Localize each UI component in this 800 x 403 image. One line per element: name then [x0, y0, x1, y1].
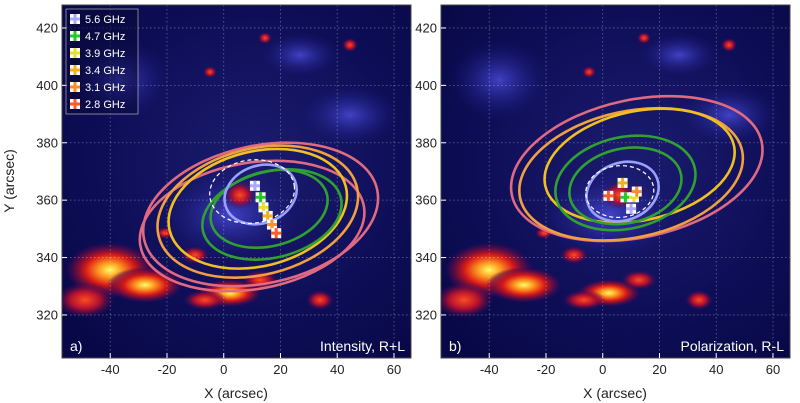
data-point-3-1-ghz [631, 186, 642, 197]
contour [167, 147, 349, 270]
legend-label: 5.6 GHz [85, 14, 125, 26]
x-axis-label-a: X (arcsec) [204, 385, 268, 401]
data-point-2-8-ghz [271, 228, 282, 239]
legend-label: 3.1 GHz [85, 82, 125, 94]
contour [554, 134, 697, 232]
x-tick-label: -20 [537, 362, 556, 377]
y-tick-label: 340 [415, 250, 437, 265]
contour [209, 168, 329, 250]
panel-b-frame [440, 4, 791, 359]
data-point-2-8-ghz [603, 190, 614, 201]
data-point-3-9-ghz [258, 202, 269, 213]
panel-a-text: Intensity, R+L [320, 338, 405, 354]
legend-item: 3.9 GHz [70, 48, 125, 60]
contour [138, 159, 366, 293]
contour [568, 146, 683, 226]
panel-b: -40 -20 0 20 40 60 320 340 360 380 400 420 b) Polar… [415, 4, 791, 377]
panel-a-ticks: -40 -20 0 20 40 60 320 340 360 380 400 420 [36, 20, 401, 377]
panel-a-contours [138, 141, 380, 293]
panel-b-tag: b) [449, 338, 461, 354]
data-point-3-9-ghz [628, 192, 639, 203]
contour [156, 144, 360, 279]
panel-b-ticks: -40 -20 0 20 40 60 320 340 360 380 400 420 [415, 20, 780, 377]
panel-b-grid [441, 5, 790, 358]
y-tick-label: 420 [36, 20, 58, 35]
x-tick-label: 20 [652, 362, 666, 377]
y-tick-label: 360 [415, 193, 437, 208]
x-tick-label: 0 [599, 362, 606, 377]
panel-a-tag: a) [70, 338, 82, 354]
panel-b-points [603, 177, 642, 214]
y-tick-label: 400 [415, 78, 437, 93]
data-point-3-4-ghz [617, 177, 628, 188]
contour [518, 106, 745, 242]
legend-label: 3.9 GHz [85, 48, 125, 60]
contour-dashed [209, 159, 296, 224]
legend-item: 5.6 GHz [70, 14, 125, 26]
x-axis-label-b: X (arcsec) [583, 385, 647, 401]
panel-b-text: Polarization, R-L [681, 338, 785, 354]
y-tick-label: 320 [36, 307, 58, 322]
y-tick-label: 380 [36, 135, 58, 150]
x-tick-label: -40 [101, 362, 120, 377]
y-tick-label: 340 [36, 250, 58, 265]
x-tick-label: 40 [709, 362, 723, 377]
data-point-3-1-ghz [266, 219, 277, 230]
legend-item: 3.1 GHz [70, 82, 125, 94]
legend-box [65, 8, 139, 115]
data-point-5-6-ghz [249, 180, 260, 191]
panel-b-contours [509, 94, 764, 243]
legend-label: 3.4 GHz [85, 65, 125, 77]
y-tick-label: 400 [36, 78, 58, 93]
panel-a-points [249, 180, 282, 239]
legend-item: 3.4 GHz [70, 65, 125, 77]
contour [543, 107, 736, 224]
x-tick-label: 40 [330, 362, 344, 377]
legend: 5.6 GHz 4.7 GHz 3.9 GHz 3.4 GHz 3.1 GHz 2.8 G… [65, 8, 139, 115]
x-tick-label: 60 [766, 362, 780, 377]
x-tick-label: 20 [273, 362, 287, 377]
legend-item: 2.8 GHz [70, 99, 125, 111]
data-point-4-7-ghz [620, 192, 631, 203]
x-tick-label: -40 [480, 362, 499, 377]
y-tick-label: 380 [415, 135, 437, 150]
y-tick-label: 420 [415, 20, 437, 35]
x-tick-label: -20 [158, 362, 177, 377]
legend-label: 2.8 GHz [85, 99, 125, 111]
panel-a: -40 -20 0 20 40 60 320 340 360 380 400 420 5.6 GHz 4… [36, 4, 412, 377]
y-tick-label: 320 [415, 307, 437, 322]
panel-a-grid [62, 5, 411, 358]
y-axis-label: Y (arcsec) [1, 149, 17, 213]
contour-dashed [585, 165, 655, 219]
x-tick-label: 60 [387, 362, 401, 377]
data-point-4-7-ghz [255, 192, 266, 203]
panel-a-frame [61, 4, 412, 359]
x-tick-label: 0 [220, 362, 227, 377]
legend-label: 4.7 GHz [85, 31, 125, 43]
data-point-3-4-ghz [262, 210, 273, 221]
y-tick-label: 360 [36, 193, 58, 208]
contour [509, 94, 764, 243]
data-point-5-6-ghz [626, 203, 637, 214]
contour [585, 160, 660, 223]
contour [141, 141, 380, 288]
legend-item: 4.7 GHz [70, 31, 125, 43]
